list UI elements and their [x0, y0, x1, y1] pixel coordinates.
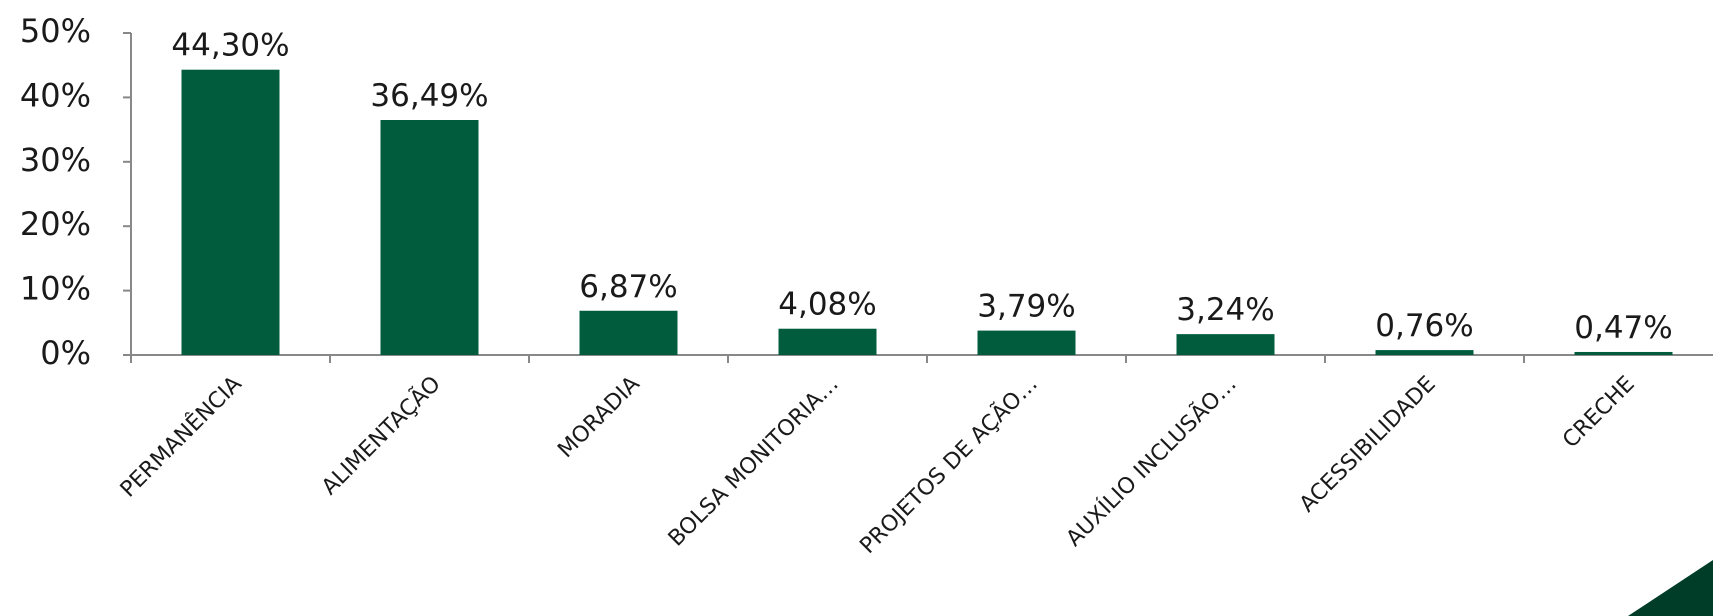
- value-label: 3,24%: [1176, 292, 1274, 328]
- bar: [977, 330, 1076, 355]
- value-label: 0,47%: [1574, 310, 1672, 346]
- bar: [778, 328, 877, 355]
- x-tick-label: CRECHE: [1558, 372, 1640, 454]
- x-tick-label: PROJETOS DE AÇÃO…: [854, 370, 1043, 559]
- x-tick-label: MORADIA: [553, 372, 644, 463]
- y-tick-label: 40%: [20, 76, 91, 114]
- value-label: 4,08%: [778, 287, 876, 323]
- bar: [1176, 334, 1275, 355]
- value-label: 6,87%: [579, 269, 677, 305]
- bar: [1375, 350, 1474, 355]
- y-tick-label: 30%: [20, 141, 91, 179]
- y-tick-label: 50%: [20, 12, 91, 50]
- value-label: 3,79%: [977, 289, 1075, 325]
- bar: [1574, 351, 1673, 355]
- bar: [579, 310, 678, 355]
- x-tick-label: ACESSIBILIDADE: [1295, 372, 1441, 518]
- x-tick-label: ALIMENTAÇÃO: [316, 370, 446, 500]
- bar: [181, 69, 280, 355]
- y-tick-label: 0%: [40, 334, 91, 372]
- x-tick-label: PERMANÊNCIA: [115, 371, 247, 503]
- x-tick-label: BOLSA MONITORIA…: [664, 372, 844, 552]
- corner-decoration: [1628, 560, 1713, 616]
- bar: [380, 120, 479, 356]
- y-tick-label: 20%: [20, 205, 91, 243]
- value-label: 36,49%: [370, 78, 488, 114]
- x-tick-label: AUXÍLIO INCLUSÃO…: [1060, 370, 1242, 552]
- value-label: 44,30%: [171, 28, 289, 64]
- value-label: 0,76%: [1375, 308, 1473, 344]
- y-tick-label: 10%: [20, 270, 91, 308]
